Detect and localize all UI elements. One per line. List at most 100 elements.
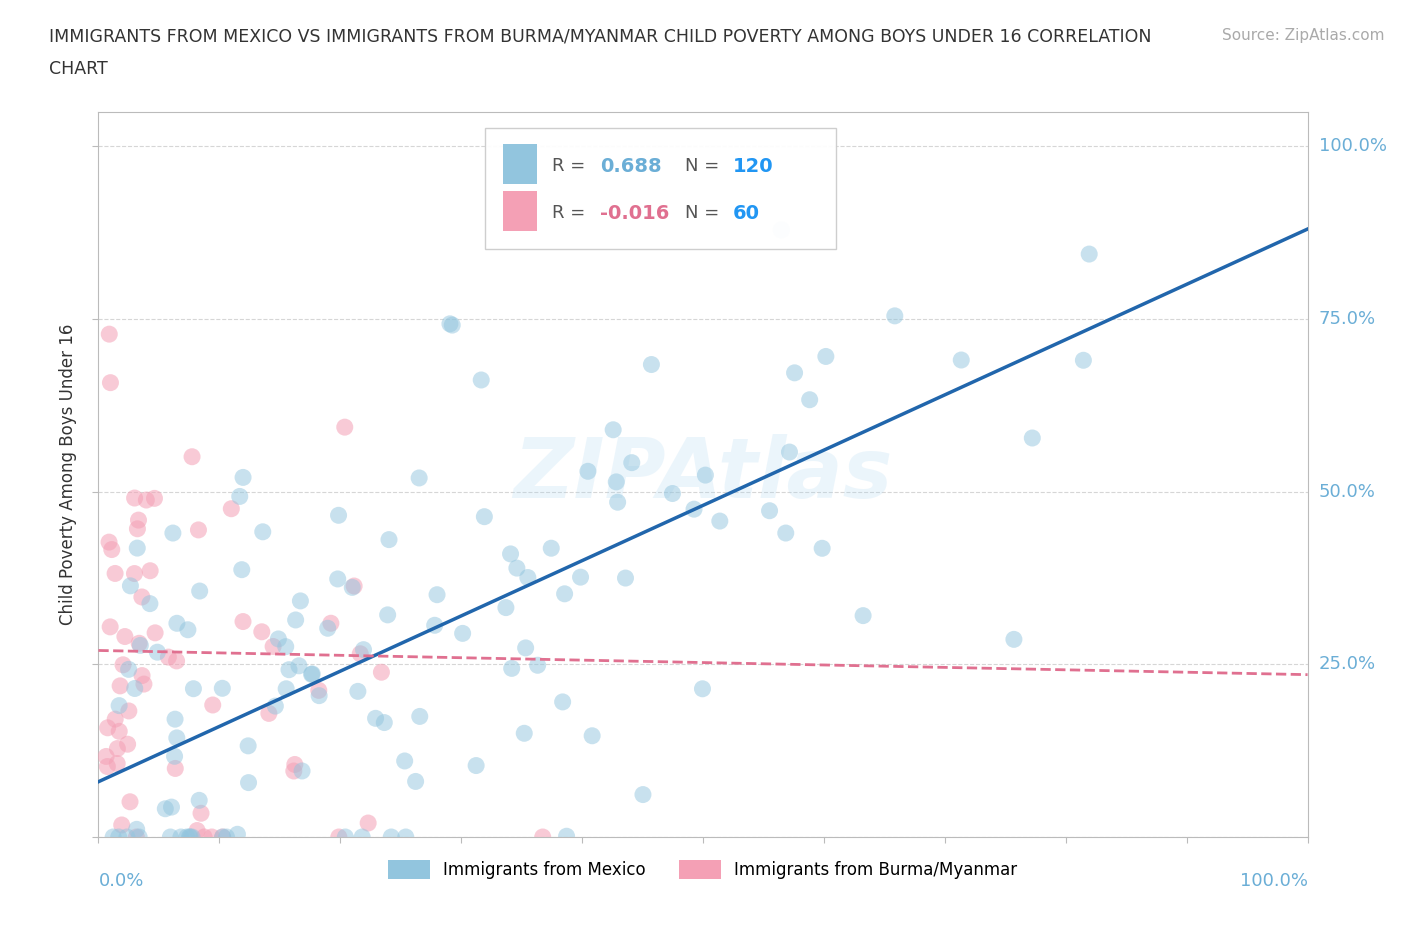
Text: 25.0%: 25.0%	[1319, 656, 1376, 673]
Point	[124, 491, 146, 506]
Point	[531, 830, 554, 844]
Point	[94, 749, 117, 764]
Point	[409, 709, 432, 724]
Point	[423, 618, 446, 632]
Point	[811, 541, 834, 556]
Point	[118, 703, 141, 718]
Text: -0.016: -0.016	[600, 204, 669, 222]
Point	[120, 578, 142, 593]
Point	[183, 682, 205, 697]
Point	[283, 764, 305, 778]
Bar	[503, 192, 537, 232]
Point	[143, 625, 166, 640]
Point	[451, 626, 474, 641]
Point	[166, 616, 188, 631]
Point	[555, 829, 578, 844]
Point	[551, 695, 574, 710]
Point	[250, 624, 273, 639]
Point	[187, 523, 209, 538]
Point	[232, 614, 254, 629]
Point	[117, 737, 139, 751]
Point	[101, 830, 124, 844]
Text: N =: N =	[685, 157, 718, 175]
Point	[274, 639, 297, 654]
Point	[495, 600, 517, 615]
Point	[160, 800, 183, 815]
Point	[231, 563, 253, 578]
Point	[98, 535, 121, 550]
Point	[770, 222, 793, 237]
Point	[104, 566, 127, 581]
FancyBboxPatch shape	[485, 127, 837, 249]
Text: 100.0%: 100.0%	[1319, 137, 1386, 155]
Point	[181, 830, 204, 844]
Point	[105, 756, 128, 771]
Text: 100.0%: 100.0%	[1240, 871, 1308, 890]
Point	[333, 419, 356, 434]
Point	[631, 787, 654, 802]
Point	[188, 584, 211, 599]
Point	[114, 629, 136, 644]
Point	[380, 830, 402, 844]
Point	[347, 684, 370, 698]
Point	[408, 471, 430, 485]
Point	[370, 665, 392, 680]
Bar	[503, 144, 537, 184]
Point	[221, 501, 243, 516]
Point	[426, 587, 449, 602]
Point	[124, 566, 146, 581]
Point	[201, 830, 224, 844]
Point	[779, 445, 801, 459]
Point	[364, 711, 387, 725]
Point	[349, 646, 371, 661]
Point	[124, 681, 146, 696]
Point	[343, 578, 366, 593]
Point	[108, 724, 131, 738]
Point	[357, 816, 380, 830]
Text: IMMIGRANTS FROM MEXICO VS IMMIGRANTS FROM BURMA/MYANMAR CHILD POVERTY AMONG BOYS: IMMIGRANTS FROM MEXICO VS IMMIGRANTS FRO…	[49, 28, 1152, 46]
Point	[135, 493, 157, 508]
Point	[127, 540, 149, 555]
Point	[215, 830, 238, 844]
Point	[252, 525, 274, 539]
Point	[143, 491, 166, 506]
Legend: Immigrants from Mexico, Immigrants from Burma/Myanmar: Immigrants from Mexico, Immigrants from …	[388, 860, 1018, 880]
Point	[139, 564, 162, 578]
Point	[159, 830, 181, 844]
Point	[439, 316, 461, 331]
Point	[97, 721, 120, 736]
Point	[100, 542, 122, 557]
Point	[128, 830, 150, 844]
Point	[290, 593, 312, 608]
Point	[117, 662, 139, 677]
Point	[146, 644, 169, 659]
Point	[335, 830, 357, 844]
Text: 120: 120	[734, 156, 773, 176]
Point	[104, 711, 127, 726]
Point	[602, 422, 624, 437]
Point	[516, 570, 538, 585]
Point	[111, 658, 134, 672]
Point	[98, 619, 121, 634]
Point	[107, 830, 129, 844]
Point	[441, 318, 464, 333]
Point	[316, 621, 339, 636]
Point	[640, 357, 662, 372]
Point	[301, 667, 323, 682]
Point	[661, 486, 683, 501]
Point	[179, 830, 201, 844]
Point	[229, 489, 252, 504]
Point	[405, 774, 427, 789]
Point	[157, 650, 180, 665]
Point	[620, 455, 643, 470]
Point	[883, 309, 905, 324]
Point	[264, 698, 287, 713]
Point	[238, 776, 260, 790]
Point	[128, 636, 150, 651]
Point	[695, 468, 717, 483]
Point	[166, 654, 188, 669]
Text: 0.688: 0.688	[600, 156, 662, 176]
Point	[506, 561, 529, 576]
Point	[186, 823, 208, 838]
Point	[111, 817, 134, 832]
